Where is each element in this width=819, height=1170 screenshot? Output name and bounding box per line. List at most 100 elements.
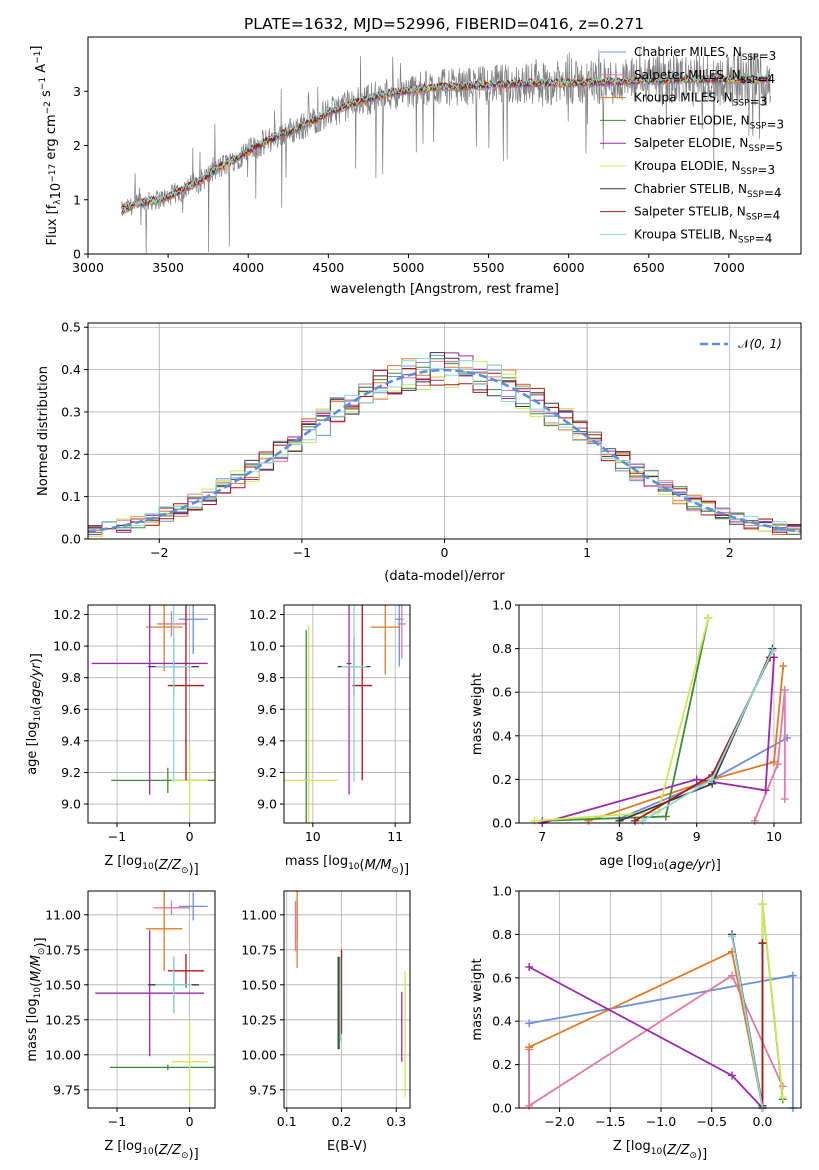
weight-marker <box>778 1093 787 1102</box>
y-tick-label: 10.25 <box>241 1012 277 1027</box>
errorbar-point-salpeter_elodie <box>346 605 352 795</box>
residual-histogram-kroupa_stelib <box>88 358 801 532</box>
x-tick-label: −0.5 <box>697 1114 727 1129</box>
legend-entry-chabrier_stelib: Chabrier STELIB, NSSP=4 <box>634 182 782 200</box>
legend-entry-gaussian: 𝒩(0, 1) <box>738 337 782 351</box>
y-tick-label: 0.6 <box>492 685 512 700</box>
y-tick-label: 9.4 <box>61 733 81 748</box>
y-tick-label: 10.00 <box>241 1047 277 1062</box>
y-tick-label: 9.2 <box>61 765 81 780</box>
weight-marker <box>750 816 759 825</box>
errorbar-point-salpeter_miles <box>153 900 190 915</box>
weight_vs_age-x-axis-label: age [log10(age/yr)] <box>599 854 721 873</box>
x-tick-label: −2 <box>150 545 168 560</box>
weight-series-salpeter_miles <box>525 971 787 1110</box>
plot-frame <box>518 890 802 1109</box>
mass_vs_Z-y-axis-label: mass [log10(M/M⊙)] <box>25 937 48 1061</box>
age_vs_Z-x-axis-label: Z [log10(Z/Z⊙)] <box>104 854 198 877</box>
legend-entry-salpeter_stelib: Salpeter STELIB, NSSP=4 <box>634 205 780 223</box>
legend-entry-chabrier_elodie: Chabrier ELODIE, NSSP=3 <box>634 113 784 131</box>
x-tick-label: 5500 <box>473 260 505 275</box>
residuals-y-axis-label: Normed distribution <box>36 366 51 496</box>
weight-series-kroupa_elodie <box>530 614 713 825</box>
weight-series-salpeter_elodie <box>538 653 778 827</box>
y-tick-label: 10.50 <box>45 977 81 992</box>
age_vs_Z-axes: −1 0 9.0 9.2 9.4 9.6 9.8 10.0 10.2 <box>53 605 215 844</box>
x-tick-label: 4500 <box>312 260 344 275</box>
y-tick-label: 9.8 <box>257 670 277 685</box>
y-tick-label: 9.4 <box>257 733 277 748</box>
age_vs_Z-y-axis-label: age [log10(age/yr)] <box>25 653 44 775</box>
x-tick-label: 10 <box>305 829 321 844</box>
spectrum-axes: 3000 3500 4000 4500 5000 5500 6000 6500 7000 0 1 2 3 <box>72 84 745 275</box>
y-tick-label: 0 <box>73 247 81 262</box>
plot-frame <box>87 322 802 540</box>
errorbar-point-kroupa_miles <box>146 891 183 971</box>
age_vs_mass-axes: 10 11 9.0 9.2 9.4 9.6 9.8 10.0 10.2 <box>249 605 410 844</box>
y-tick-label: 0.4 <box>492 728 512 743</box>
x-tick-label: −2.0 <box>544 1114 574 1129</box>
y-tick-label: 9.0 <box>257 797 277 812</box>
x-tick-label: 2 <box>726 545 734 560</box>
x-tick-label: 5000 <box>393 260 425 275</box>
x-tick-label: 7000 <box>713 260 745 275</box>
y-tick-label: 0.0 <box>492 1101 512 1116</box>
errorbar-point-salpeter_elodie <box>95 930 205 1057</box>
y-tick-label: 10.2 <box>53 607 81 622</box>
legend-entry-chabrier_miles: Chabrier MILES, NSSP=3 <box>634 45 776 63</box>
errorbar-point-chabrier_elodie <box>109 1064 215 1071</box>
weight-marker <box>761 786 770 795</box>
y-tick-label: 1.0 <box>492 598 512 613</box>
errorbar-point-kroupa_stelib <box>155 956 192 1013</box>
weight-marker <box>758 900 767 909</box>
weight-line <box>588 665 785 822</box>
weight_vs_Z-x-axis-label: Z [log10(Z/Z⊙)] <box>613 1139 707 1162</box>
y-tick-label: 9.75 <box>53 1082 81 1097</box>
y-tick-label: 11.00 <box>241 907 277 922</box>
y-tick-label: 10.75 <box>45 942 81 957</box>
x-tick-label: 0.1 <box>277 1114 297 1129</box>
weight-line <box>731 936 764 1109</box>
gaussian-curve <box>88 368 801 533</box>
y-tick-label: 0.2 <box>492 772 512 787</box>
age_vs_mass-x-axis-label: mass [log10(M/M⊙)] <box>285 854 409 877</box>
spectrum-x-axis-label: wavelength [Angstrom, rest frame] <box>330 282 559 297</box>
x-tick-label: 10 <box>766 829 782 844</box>
errorbar-point-chabrier_miles <box>178 892 208 921</box>
y-tick-label: 9.0 <box>61 797 81 812</box>
y-tick-label: 2 <box>73 138 81 153</box>
errorbar-point-kroupa_elodie <box>171 744 208 817</box>
x-tick-label: 0.0 <box>753 1114 773 1129</box>
y-tick-label: 10.00 <box>45 1047 81 1062</box>
weight-marker <box>779 662 788 671</box>
errorbar-point-kroupa_stelib <box>341 605 367 782</box>
x-tick-label: 4000 <box>232 260 264 275</box>
weight-marker <box>780 795 789 804</box>
weight-line <box>528 974 784 1108</box>
x-tick-label: 0 <box>186 1114 194 1129</box>
legend-entry-salpeter_miles: Salpeter MILES, NSSP=4 <box>634 68 775 86</box>
weight-marker <box>661 812 670 821</box>
weight-marker <box>728 1071 737 1080</box>
residuals-x-axis-label: (data-model)/error <box>384 569 505 584</box>
y-tick-label: 0.0 <box>492 816 512 831</box>
y-tick-label: 0.6 <box>492 970 512 985</box>
x-tick-label: −1.0 <box>646 1114 676 1129</box>
x-tick-label: 0 <box>186 829 194 844</box>
model-spectrum-kroupa_stelib <box>121 73 771 212</box>
y-tick-label: 9.6 <box>61 702 81 717</box>
x-tick-label: 8 <box>615 829 623 844</box>
mass_vs_ebv-axes: 0.1 0.2 0.3 9.75 10.00 10.25 10.50 10.75 11.00 <box>241 891 410 1129</box>
x-tick-label: 1 <box>583 545 591 560</box>
y-tick-label: 10.25 <box>45 1012 81 1027</box>
x-tick-label: −1 <box>108 829 126 844</box>
plot-frame <box>283 604 411 824</box>
x-tick-label: 9 <box>693 829 701 844</box>
weight-marker <box>728 971 737 980</box>
plot-frame <box>87 36 802 255</box>
plot-frame <box>87 890 216 1109</box>
x-tick-label: 7 <box>538 829 546 844</box>
legend-entry-kroupa_stelib: Kroupa STELIB, NSSP=4 <box>634 227 772 245</box>
figure-title: PLATE=1632, MJD=52996, FIBERID=0416, z=0… <box>244 15 644 33</box>
